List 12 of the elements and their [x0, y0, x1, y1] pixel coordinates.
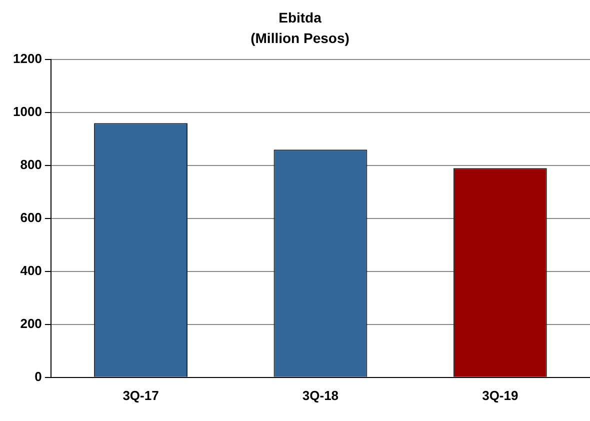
x-tick-label: 3Q-17 [122, 388, 159, 403]
y-tick-label: 1200 [13, 51, 42, 66]
x-tick-label: 3Q-19 [482, 388, 518, 403]
y-tick-label: 800 [20, 157, 42, 172]
chart-title: Ebitda [278, 9, 322, 26]
y-tick-label: 1000 [13, 104, 42, 120]
x-tick-label: 3Q-18 [302, 388, 339, 403]
y-tick-label: 0 [34, 368, 42, 384]
y-tick-label: 400 [20, 263, 42, 278]
y-tick-label: 600 [20, 210, 42, 226]
y-tick-label: 200 [20, 316, 42, 332]
chart-subtitle: (Million Pesos) [250, 30, 350, 46]
